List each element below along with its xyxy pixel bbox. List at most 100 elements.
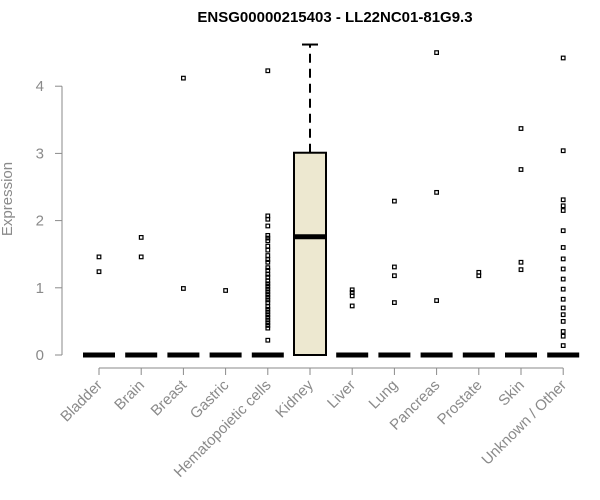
outlier-point bbox=[560, 208, 566, 213]
outlier-point bbox=[349, 290, 355, 295]
outlier-point bbox=[265, 320, 271, 326]
outlier-point bbox=[349, 287, 355, 293]
outlier-point bbox=[518, 126, 524, 131]
outlier-point bbox=[560, 276, 566, 282]
box-breast bbox=[167, 75, 200, 358]
y-tick-label: 0 bbox=[36, 347, 44, 364]
box-liver bbox=[336, 287, 369, 358]
outlier-point bbox=[560, 55, 566, 61]
outlier-point bbox=[560, 245, 566, 250]
outlier-point bbox=[265, 223, 271, 229]
outlier-point bbox=[265, 314, 271, 320]
outlier-point bbox=[560, 296, 566, 302]
outlier-point bbox=[434, 298, 439, 303]
box-brain bbox=[125, 235, 158, 358]
outlier-point bbox=[265, 294, 271, 300]
x-tick-label: Kidney bbox=[272, 376, 317, 421]
outlier-point bbox=[96, 269, 102, 275]
y-tick-label: 1 bbox=[36, 280, 44, 297]
outlier-point bbox=[265, 292, 271, 297]
outlier-point bbox=[265, 259, 271, 265]
outlier-point bbox=[265, 253, 271, 258]
box-skin bbox=[505, 126, 537, 358]
outlier-point bbox=[434, 189, 439, 195]
outlier-point bbox=[560, 266, 566, 272]
box-body bbox=[293, 151, 327, 356]
outlier-point bbox=[265, 306, 271, 312]
outlier-point bbox=[560, 203, 566, 209]
outlier-point bbox=[560, 312, 566, 318]
outlier-point bbox=[265, 284, 271, 289]
outlier-point bbox=[265, 213, 271, 219]
outlier-point bbox=[560, 343, 566, 348]
outlier-point bbox=[138, 235, 144, 240]
box-bladder bbox=[83, 254, 115, 358]
outlier-point bbox=[265, 68, 271, 74]
outlier-point bbox=[392, 273, 397, 279]
outlier-point bbox=[265, 235, 271, 241]
x-tick-label: Prostate bbox=[434, 377, 486, 429]
outlier-point bbox=[265, 297, 271, 303]
box-hematopoietic-cells bbox=[251, 68, 284, 358]
outlier-point bbox=[265, 300, 271, 305]
outlier-point bbox=[265, 278, 271, 284]
x-tick-label: Liver bbox=[324, 377, 359, 412]
y-tick-label: 3 bbox=[36, 145, 44, 162]
outlier-point bbox=[265, 274, 271, 280]
outlier-point bbox=[265, 317, 271, 323]
outlier-point bbox=[518, 259, 524, 265]
outlier-point bbox=[560, 197, 566, 203]
chart-title: ENSG00000215403 - LL22NC01-81G9.3 bbox=[197, 9, 472, 26]
outlier-point bbox=[265, 271, 271, 277]
y-axis-label: Expression bbox=[0, 162, 16, 236]
y-tick-label: 4 bbox=[36, 78, 44, 95]
box-prostate bbox=[462, 269, 495, 358]
y-tick-label: 2 bbox=[36, 213, 44, 230]
y-axis: 0 1 2 3 4 bbox=[36, 78, 63, 364]
outlier-point bbox=[518, 167, 524, 172]
outlier-point bbox=[265, 281, 271, 287]
box-lung bbox=[378, 198, 411, 358]
outlier-point bbox=[265, 337, 271, 343]
outlier-point bbox=[138, 254, 144, 260]
outlier-point bbox=[223, 288, 229, 293]
outlier-point bbox=[518, 267, 524, 273]
outlier-point bbox=[560, 305, 566, 311]
outlier-point bbox=[560, 286, 566, 292]
outlier-point bbox=[392, 264, 397, 270]
outlier-point bbox=[560, 256, 566, 262]
outlier-point bbox=[560, 228, 566, 234]
outlier-point bbox=[392, 198, 397, 204]
x-tick-label: Breast bbox=[148, 376, 191, 419]
outlier-point bbox=[560, 329, 566, 334]
outlier-point bbox=[181, 286, 186, 291]
outlier-point bbox=[265, 309, 271, 315]
outlier-point bbox=[265, 243, 271, 249]
outlier-point bbox=[265, 312, 271, 318]
outlier-point bbox=[265, 323, 271, 328]
x-tick-label: Brain bbox=[111, 377, 148, 414]
outlier-point bbox=[349, 303, 355, 309]
outlier-point bbox=[265, 257, 271, 262]
box-gastric bbox=[209, 288, 242, 358]
outlier-point bbox=[265, 267, 271, 273]
outlier-point bbox=[560, 333, 566, 339]
box-unknown-other bbox=[547, 55, 580, 358]
outlier-point bbox=[265, 232, 271, 238]
plot-area bbox=[83, 43, 580, 358]
outlier-point bbox=[434, 50, 439, 55]
outlier-point bbox=[476, 269, 482, 275]
x-tick-label: Bladder bbox=[57, 377, 106, 426]
outlier-point bbox=[265, 247, 271, 253]
x-tick-label: Skin bbox=[495, 377, 528, 410]
outlier-point bbox=[181, 75, 186, 81]
outlier-point bbox=[96, 254, 102, 260]
outlier-point bbox=[392, 300, 397, 305]
outlier-point bbox=[265, 325, 271, 331]
outlier-point bbox=[265, 289, 271, 295]
box-kidney bbox=[293, 43, 327, 356]
outlier-point bbox=[265, 238, 271, 244]
outlier-point bbox=[265, 265, 271, 271]
x-tick-label: Lung bbox=[366, 377, 402, 413]
